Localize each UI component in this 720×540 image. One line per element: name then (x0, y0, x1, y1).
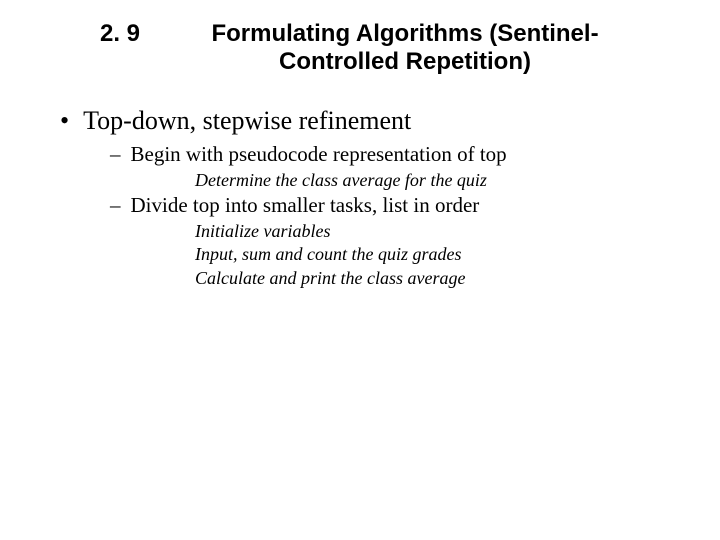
dash-marker: – (110, 142, 121, 167)
section-number: 2. 9 (100, 20, 140, 48)
sub-bullet-1-text: Begin with pseudocode representation of … (131, 142, 507, 167)
section-title: Formulating Algorithms (Sentinel- Contro… (170, 20, 680, 76)
pseudocode-line-3: Input, sum and count the quiz grades (195, 243, 680, 266)
pseudocode-line-1: Determine the class average for the quiz (195, 169, 680, 192)
title-line-2: Controlled Repetition) (279, 48, 531, 75)
sub-bullet-2: – Divide top into smaller tasks, list in… (110, 193, 680, 218)
slide-header: 2. 9 Formulating Algorithms (Sentinel- C… (40, 20, 680, 76)
pseudocode-line-2: Initialize variables (195, 220, 680, 243)
bullet-marker: • (60, 106, 69, 136)
dash-marker: – (110, 193, 121, 218)
sub-bullet-2-text: Divide top into smaller tasks, list in o… (131, 193, 480, 218)
sub-bullet-1: – Begin with pseudocode representation o… (110, 142, 680, 167)
pseudocode-line-4: Calculate and print the class average (195, 267, 680, 290)
title-line-1: Formulating Algorithms (Sentinel- (211, 20, 598, 47)
main-bullet: • Top-down, stepwise refinement (60, 106, 680, 136)
main-bullet-text: Top-down, stepwise refinement (83, 106, 411, 136)
